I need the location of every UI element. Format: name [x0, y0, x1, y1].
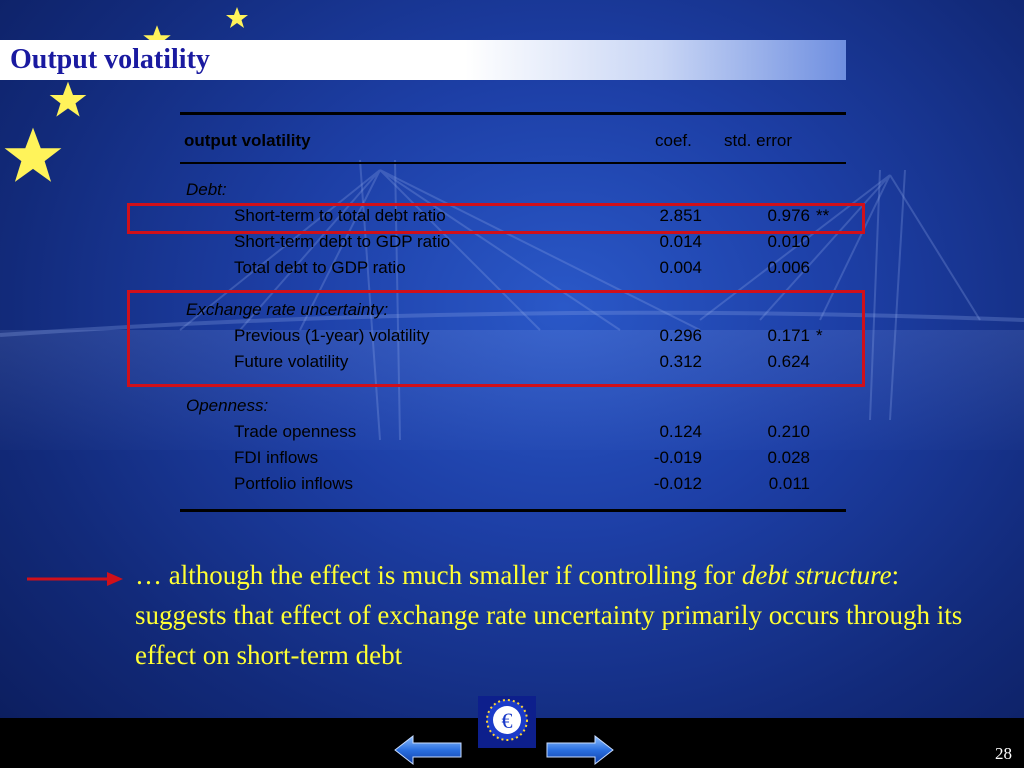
row-coef: 0.296: [659, 326, 702, 345]
row-coef: 0.124: [659, 422, 702, 441]
arrow-right-icon[interactable]: [545, 734, 615, 766]
row-coef: -0.012: [653, 474, 702, 493]
row-label: Future volatility: [234, 352, 349, 371]
row-coef: 0.312: [659, 352, 702, 371]
caption-emphasis: debt structure: [741, 560, 892, 590]
row-label: Short-term to total debt ratio: [234, 206, 446, 225]
row-se: 0.976: [767, 206, 810, 225]
row-sig: *: [816, 326, 823, 345]
table-rule-bottom: [180, 509, 846, 512]
row-coef: -0.019: [653, 448, 702, 467]
table-header-se: std. error: [724, 131, 793, 150]
bridge-background: [0, 159, 1024, 450]
slide-caption: … although the effect is much smaller if…: [135, 555, 985, 675]
row-se: 0.028: [767, 448, 810, 467]
group-label-exchange-rate: Exchange rate uncertainty:: [186, 300, 389, 319]
star-icon: [143, 25, 171, 52]
row-label: Previous (1-year) volatility: [234, 326, 430, 345]
group-label-openness: Openness:: [186, 396, 269, 415]
row-label: Total debt to GDP ratio: [234, 258, 406, 277]
highlight-box-debt: [127, 203, 865, 234]
row-label: Portfolio inflows: [234, 474, 354, 493]
group-label-debt: Debt:: [186, 180, 227, 199]
row-coef: 0.004: [659, 258, 702, 277]
row-coef: 0.014: [659, 232, 702, 251]
caption-part1: … although the effect is much smaller if…: [135, 560, 742, 590]
row-sig: **: [816, 206, 830, 225]
arrow-left-icon[interactable]: [393, 734, 463, 766]
highlight-box-exchange-rate: [127, 290, 865, 387]
star-icon: [4, 127, 62, 182]
caption-part2: : suggests that effect of exchange rate …: [135, 560, 963, 670]
row-se: 0.006: [767, 258, 810, 277]
slide-title: Output volatility: [10, 44, 210, 75]
row-label: FDI inflows: [234, 448, 319, 467]
svg-text:€: €: [502, 708, 513, 733]
table-header-coef: coef.: [655, 131, 692, 150]
red-arrow-icon: [27, 572, 123, 586]
euro-logo-icon: €: [478, 696, 536, 748]
row-se: 0.010: [767, 232, 810, 251]
table-rule-mid: [180, 162, 846, 164]
star-icon: [226, 7, 248, 28]
table-header-label: output volatility: [184, 131, 311, 150]
row-se: 0.210: [767, 422, 810, 441]
row-label: Trade openness: [234, 422, 357, 441]
page-number: 28: [995, 744, 1012, 763]
row-se: 0.624: [767, 352, 810, 371]
row-se: 0.171: [767, 326, 810, 345]
row-label: Short-term debt to GDP ratio: [234, 232, 451, 251]
table-rule-top: [180, 112, 846, 115]
title-bar: Output volatility: [0, 40, 846, 80]
row-coef: 2.851: [659, 206, 702, 225]
row-se: 0.011: [768, 474, 810, 493]
star-icon: [49, 81, 87, 117]
